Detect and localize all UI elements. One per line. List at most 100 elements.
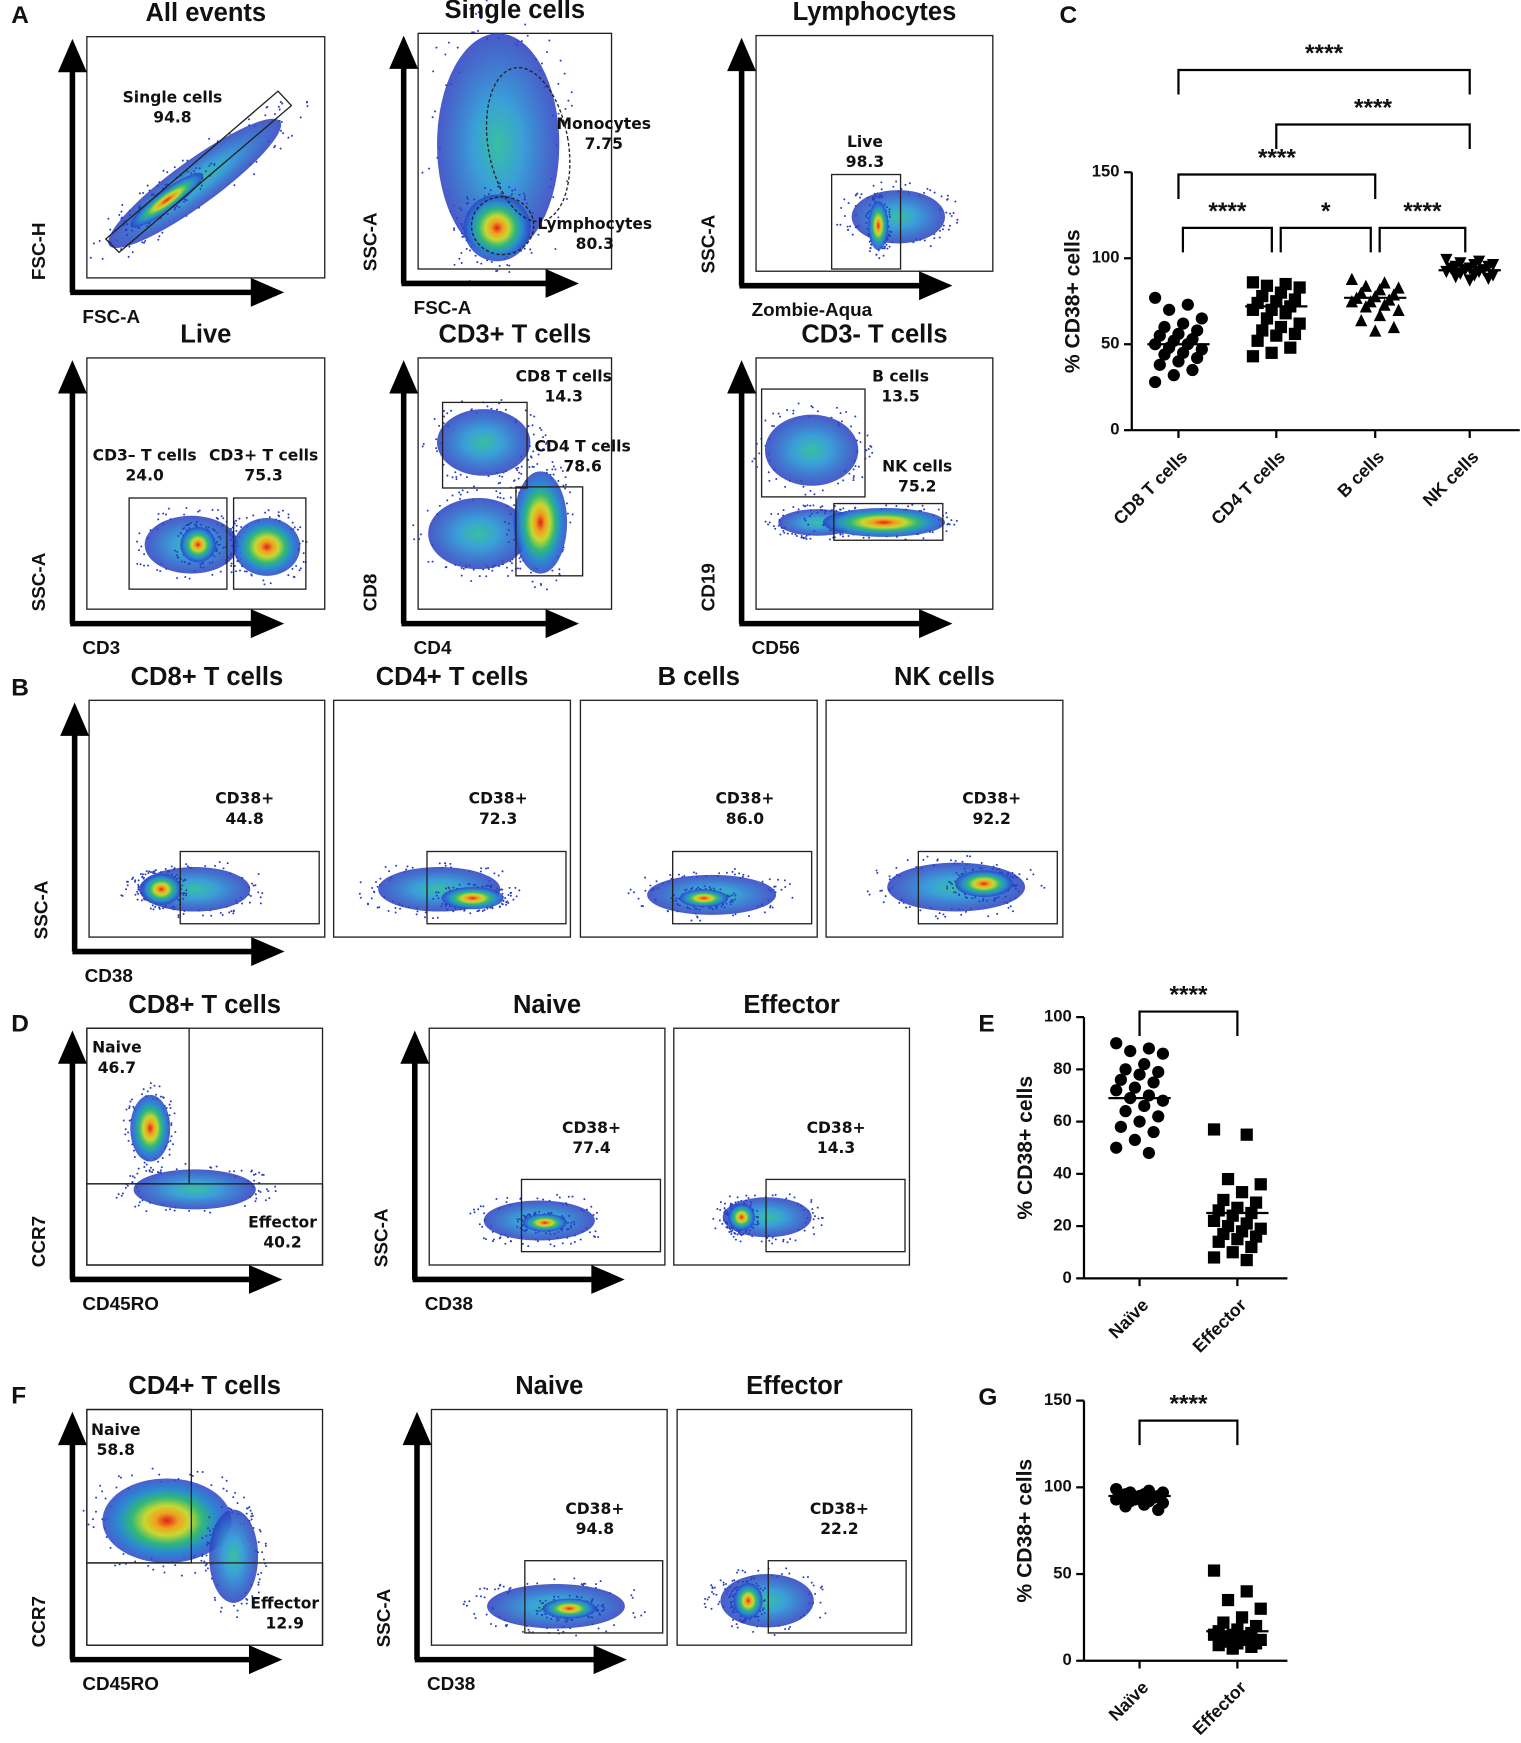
event-dot: [745, 1580, 748, 1583]
gate: [767, 1560, 907, 1634]
event-dot: [210, 162, 213, 165]
event-dot: [138, 888, 141, 891]
event-dot: [485, 1613, 488, 1616]
event-dot: [600, 1605, 603, 1608]
event-dot: [568, 1214, 571, 1217]
event-dot: [766, 1236, 769, 1239]
event-dot: [946, 194, 949, 197]
event-dot: [162, 169, 165, 172]
event-dot: [128, 214, 131, 217]
event-dot: [170, 865, 173, 868]
event-dot: [761, 1609, 764, 1612]
event-dot: [715, 1593, 718, 1596]
event-dot: [281, 102, 284, 105]
event-dot: [268, 1197, 271, 1200]
event-dot: [570, 91, 573, 94]
event-dot: [264, 114, 267, 117]
density-cloud: [728, 1577, 766, 1624]
event-dot: [876, 871, 879, 874]
data-point: [1293, 281, 1306, 294]
data-point: [1195, 312, 1208, 325]
event-dot: [550, 1212, 553, 1215]
event-dot: [736, 1196, 739, 1199]
event-dot: [775, 477, 778, 480]
event-dot: [791, 896, 794, 899]
data-point: [1119, 1063, 1132, 1076]
event-dot: [744, 1571, 747, 1574]
event-dot: [120, 1194, 123, 1197]
density-cloud: [516, 1210, 576, 1236]
event-dot: [595, 1609, 598, 1612]
event-dot: [205, 1554, 208, 1557]
event-dot: [230, 571, 233, 574]
event-dot: [473, 198, 476, 201]
event-dot: [162, 1096, 165, 1099]
event-dot: [774, 527, 777, 530]
event-dot: [788, 1193, 791, 1196]
event-dot: [257, 1581, 260, 1584]
event-dot: [469, 249, 472, 252]
data-point: [1124, 1044, 1137, 1058]
event-dot: [173, 208, 176, 211]
event-dot: [911, 503, 914, 506]
y-tick-label: 60: [1053, 1111, 1072, 1130]
event-dot: [477, 910, 480, 913]
event-dot: [477, 11, 480, 14]
event-dot: [810, 1199, 813, 1202]
event-dot: [549, 1233, 552, 1236]
data-point: [1240, 1585, 1253, 1598]
event-dot: [178, 877, 181, 880]
event-dot: [218, 552, 221, 555]
event-dot: [432, 897, 435, 900]
event-dot: [132, 1105, 135, 1108]
event-dot: [149, 1166, 152, 1169]
event-dot: [573, 1577, 576, 1580]
y-tick-label: 0: [1110, 420, 1119, 439]
event-dot: [454, 907, 457, 910]
event-dot: [752, 1630, 755, 1633]
event-dot: [958, 893, 961, 896]
event-dot: [857, 465, 860, 468]
event-dot: [557, 1230, 560, 1233]
event-dot: [761, 880, 764, 883]
event-dot: [481, 885, 484, 888]
event-dot: [750, 1201, 753, 1204]
density-region: [130, 172, 204, 228]
event-dot: [266, 105, 269, 108]
event-dot: [1026, 878, 1029, 881]
event-dot: [394, 906, 397, 909]
event-dot: [749, 1203, 752, 1206]
event-dot: [794, 533, 797, 536]
event-dot: [886, 238, 889, 241]
event-dot: [299, 526, 302, 529]
event-dot: [1014, 887, 1017, 890]
event-dot: [205, 526, 208, 529]
event-dot: [435, 891, 438, 894]
event-dot: [770, 513, 773, 516]
event-dot: [519, 560, 522, 563]
event-dot: [821, 1217, 824, 1220]
event-dot: [734, 1201, 737, 1204]
event-dot: [472, 568, 475, 571]
arrow-head: [57, 38, 87, 73]
gate-name: Lymphocytes: [538, 215, 653, 233]
event-dot: [531, 212, 534, 215]
significance-label: ****: [1305, 40, 1344, 67]
event-dot: [802, 1576, 805, 1579]
event-dot: [124, 1133, 127, 1136]
event-dot: [699, 919, 702, 922]
event-dot: [186, 523, 189, 526]
gate-value: 40.2: [263, 1233, 301, 1251]
event-dot: [839, 533, 842, 536]
plot-title: Naive: [513, 991, 581, 1019]
event-dot: [569, 1224, 572, 1227]
event-dot: [161, 1157, 164, 1160]
event-dot: [714, 1227, 717, 1230]
event-dot: [539, 582, 542, 585]
y-axis-label: SSC-A: [374, 1588, 395, 1647]
event-dot: [280, 120, 283, 123]
data-point: [1246, 350, 1260, 363]
event-dot: [779, 415, 782, 418]
event-dot: [802, 536, 805, 539]
